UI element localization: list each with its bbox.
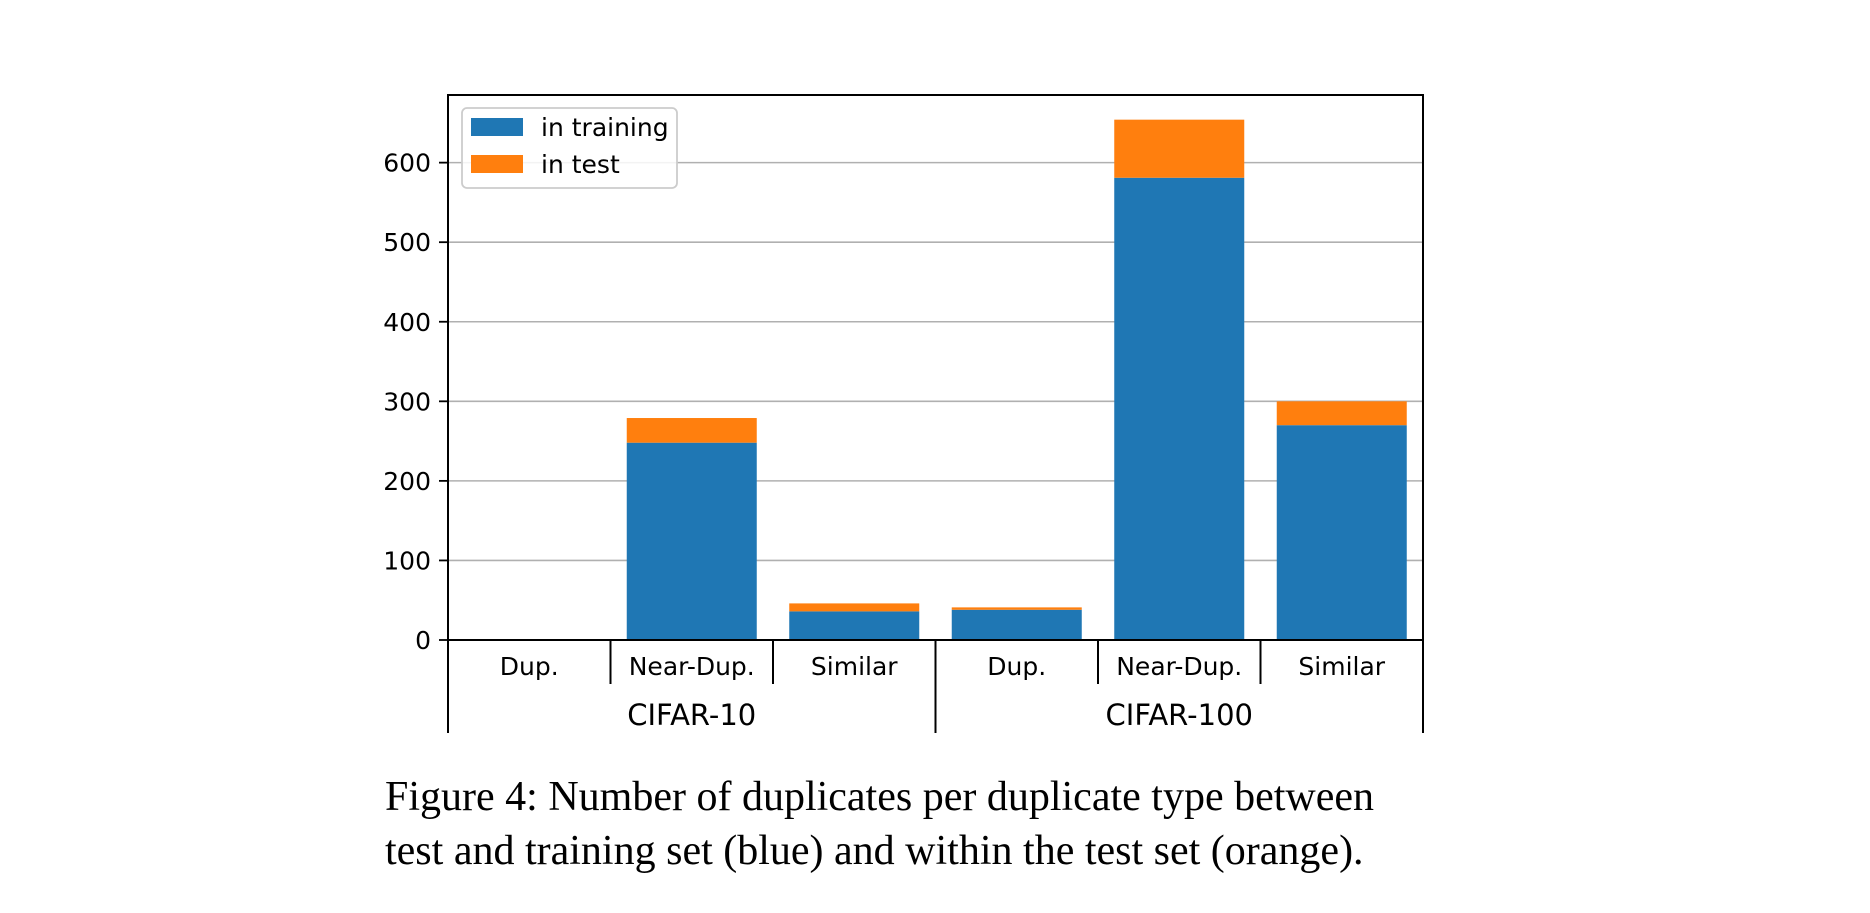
bar-in-training	[626, 442, 757, 640]
y-tick-label: 0	[415, 626, 431, 655]
group-label: CIFAR-10	[627, 698, 756, 732]
x-category-label: Near-Dup.	[1116, 652, 1242, 681]
legend-swatch	[471, 118, 523, 136]
legend-label: in training	[541, 113, 669, 142]
x-category-label: Dup.	[987, 652, 1046, 681]
x-category-label: Similar	[1298, 652, 1385, 681]
y-tick-label: 400	[383, 308, 431, 337]
bar-in-training	[1276, 425, 1407, 640]
caption-line-2: test and training set (blue) and within …	[385, 828, 1364, 874]
x-category-label: Near-Dup.	[629, 652, 755, 681]
x-category-label: Similar	[811, 652, 898, 681]
bar-in-test	[626, 418, 757, 443]
y-tick-label: 600	[383, 149, 431, 178]
bar-in-test	[789, 603, 920, 612]
x-category-label: Dup.	[500, 652, 559, 681]
bar-in-test	[951, 607, 1082, 610]
y-tick-label: 300	[383, 387, 431, 416]
bar-in-test	[1114, 119, 1245, 178]
y-axis-ticks: 0 100 200 300 400 500 600	[383, 149, 448, 655]
y-tick-label: 100	[383, 546, 431, 575]
legend-label: in test	[541, 150, 620, 179]
group-label: CIFAR-100	[1106, 698, 1253, 732]
bar-in-training	[789, 611, 920, 640]
y-tick-label: 500	[383, 228, 431, 257]
caption-line-1: Figure 4: Number of duplicates per dupli…	[385, 774, 1375, 820]
bar-in-training	[1114, 177, 1245, 641]
figure-caption: Figure 4: Number of duplicates per dupli…	[385, 770, 1445, 878]
legend: in training in test	[461, 107, 678, 189]
y-tick-label: 200	[383, 467, 431, 496]
bar-in-training	[951, 609, 1082, 640]
bar-in-test	[1276, 401, 1407, 426]
x-axis-labels: Dup. Near-Dup. Similar Dup. Near-Dup. Similar…	[447, 640, 1424, 733]
bars	[626, 119, 1407, 641]
legend-swatch	[471, 155, 523, 173]
